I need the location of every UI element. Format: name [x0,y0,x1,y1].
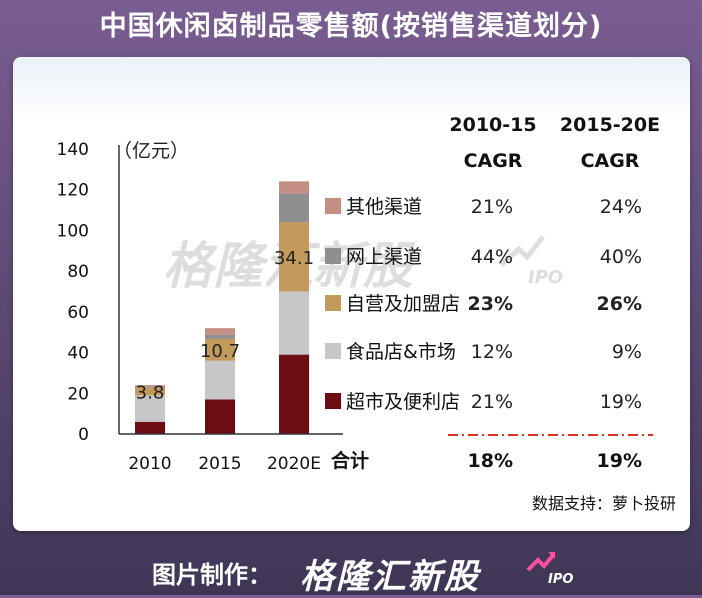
data-label: 34.1 [274,248,314,269]
bar-segment [135,386,165,388]
bar-segment [205,338,235,361]
footer-label: 图片制作： [152,561,272,589]
legend-swatch [325,248,341,264]
legend-label: 超市及便利店 [346,391,460,413]
page-title: 中国休闲卤制品零售额(按销售渠道划分) [99,11,603,42]
bar-segment [135,387,165,396]
total-cagr-2015-20e: 19% [597,450,642,472]
bar-segment [279,354,309,434]
cagr-2015-20e: 24% [600,196,642,218]
table-header: CAGR [581,150,640,172]
bar-segment [279,181,309,194]
cagr-2010-15: 23% [468,293,513,315]
y-tick-label: 20 [67,384,89,404]
bar-segment [279,193,309,223]
footer: 图片制作： 格隆汇新股 IPO [0,548,702,597]
y-tick-label: 60 [67,303,89,323]
table-header: 2010-15 [449,114,536,136]
bar-segment [205,360,235,400]
table-header: CAGR [464,150,523,172]
x-tick-label: 2010 [128,454,171,474]
table-header: 2015-20E [560,114,660,136]
y-tick-label: 0 [78,425,89,445]
footer-arrow-icon [526,552,556,572]
cagr-2015-20e: 26% [597,293,642,315]
legend-label: 网上渠道 [346,246,422,268]
legend-swatch [325,198,341,214]
y-tick-label: 120 [57,181,89,201]
legend-swatch [325,295,341,311]
unit-label: （亿元） [113,140,189,162]
total-cagr-2010-15: 18% [468,450,513,472]
legend-label: 其他渠道 [346,196,422,218]
watermark-arrow-icon [499,235,545,267]
cagr-2010-15: 44% [471,246,513,268]
y-tick-label: 100 [57,221,89,241]
bar-segment [205,328,235,335]
bar-segment [279,291,309,355]
legend-swatch [325,343,341,359]
y-tick-label: 40 [67,344,89,364]
data-label: 10.7 [200,341,240,362]
cagr-2010-15: 21% [471,196,513,218]
source-note: 数据支持：萝卜投研 [532,494,676,513]
bars: 3.8 10.7 34.1 [135,181,314,434]
y-tick-label: 80 [67,262,89,282]
bar-segment [279,222,309,292]
data-label: 3.8 [136,382,165,403]
legend-label: 自营及加盟店 [346,293,460,315]
x-axis: 2010 2015 2020E [119,433,343,474]
cagr-2015-20e: 19% [600,391,642,413]
cagr-table: 2010-15 2015-20E CAGR CAGR 21% 24% 44% 40% 23% 26… [331,114,660,472]
total-label: 合计 [331,449,369,472]
x-tick-label: 2020E [267,454,321,474]
x-tick-label: 2015 [198,454,241,474]
bar-segment [135,385,165,387]
bar-segment [135,421,165,434]
footer-logo: 格隆汇新股 [300,557,480,597]
bar-segment [205,334,235,339]
y-axis: 0 20 40 60 80 100 120 140 [57,140,120,445]
cagr-2015-20e: 40% [600,246,642,268]
y-tick-label: 140 [57,140,89,160]
legend-swatch [325,393,341,409]
chart-panel-background [13,57,690,531]
cagr-2010-15: 21% [471,391,513,413]
legend-label: 食品店&市场 [346,341,456,363]
cagr-2010-15: 12% [471,341,513,363]
bar-segment [205,399,235,434]
footer-ipo: IPO [548,572,574,587]
cagr-2015-20e: 9% [612,341,642,363]
bar-segment [135,395,165,422]
watermark-ipo: IPO [528,267,563,288]
